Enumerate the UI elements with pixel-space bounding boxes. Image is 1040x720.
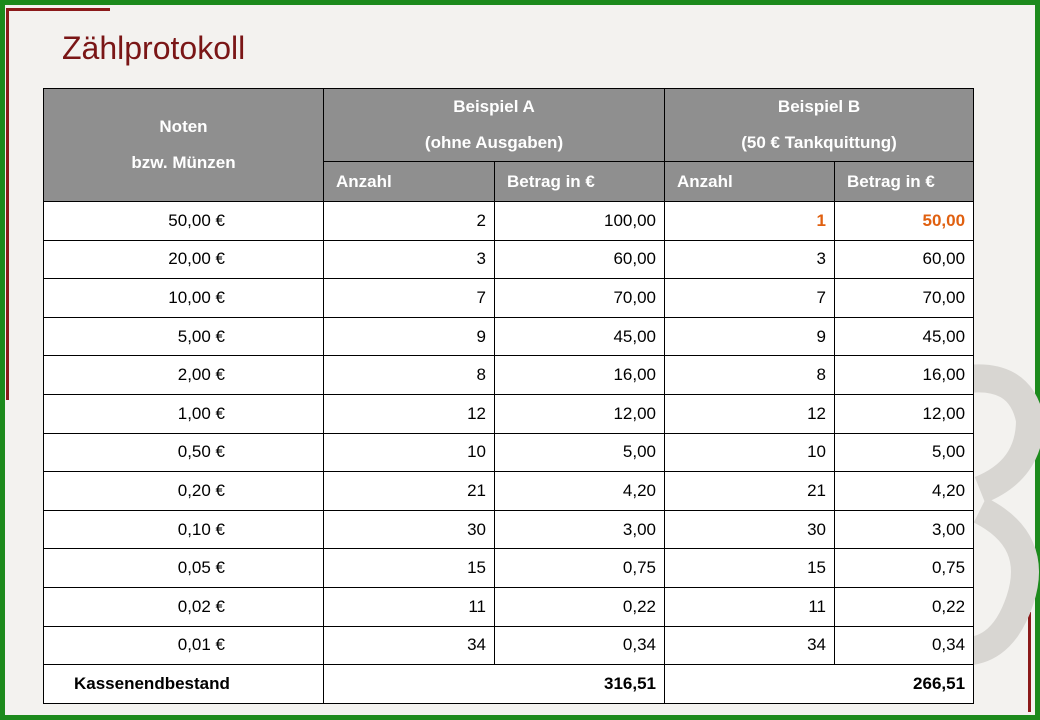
table-row: 5,00 € 9 45,00 9 45,00 <box>43 316 975 357</box>
page-title: Zählprotokoll <box>62 30 246 66</box>
subheader-count-b: Anzahl <box>664 161 836 202</box>
table-row: 0,02 € 11 0,22 11 0,22 <box>43 586 975 627</box>
subheader-amount-a: Betrag in € <box>493 161 666 202</box>
subheader-count-a: Anzahl <box>323 161 495 202</box>
total-row: Kassenendbestand 316,51 266,51 <box>43 664 975 704</box>
header-example-b: Beispiel B (50 € Tankquittung) <box>664 88 975 162</box>
table-row: 2,00 € 8 16,00 8 16,00 <box>43 355 975 395</box>
subheader-amount-b: Betrag in € <box>834 161 975 202</box>
total-a: 316,51 <box>322 664 666 704</box>
table-row: 10,00 € 7 70,00 7 70,00 <box>43 278 975 318</box>
table-row: 50,00 € 2 100,00 1 50,00 <box>43 201 975 241</box>
header-denomination: Noten bzw. Münzen <box>43 88 324 202</box>
total-label: Kassenendbestand <box>43 664 324 704</box>
header-example-a: Beispiel A (ohne Ausgaben) <box>322 88 666 162</box>
total-b: 266,51 <box>664 664 975 704</box>
count-protocol-table: Noten bzw. Münzen Beispiel A (ohne Ausgabe… <box>43 88 975 704</box>
watermark-logo <box>947 364 1040 666</box>
table-row: 20,00 € 3 60,00 3 60,00 <box>43 239 975 280</box>
decorative-line <box>6 8 9 400</box>
table-row: 0,05 € 15 0,75 15 0,75 <box>43 548 975 588</box>
decorative-line <box>1028 612 1031 712</box>
decorative-line <box>6 8 110 11</box>
table-row: 0,01 € 34 0,34 34 0,34 <box>43 625 975 666</box>
table-row: 1,00 € 12 12,00 12 12,00 <box>43 393 975 434</box>
table-row: 0,10 € 30 3,00 30 3,00 <box>43 509 975 550</box>
table-row: 0,20 € 21 4,20 21 4,20 <box>43 471 975 511</box>
table-row: 0,50 € 10 5,00 10 5,00 <box>43 432 975 473</box>
highlight-cell: 1 <box>664 201 836 241</box>
highlight-cell: 50,00 <box>834 201 975 241</box>
